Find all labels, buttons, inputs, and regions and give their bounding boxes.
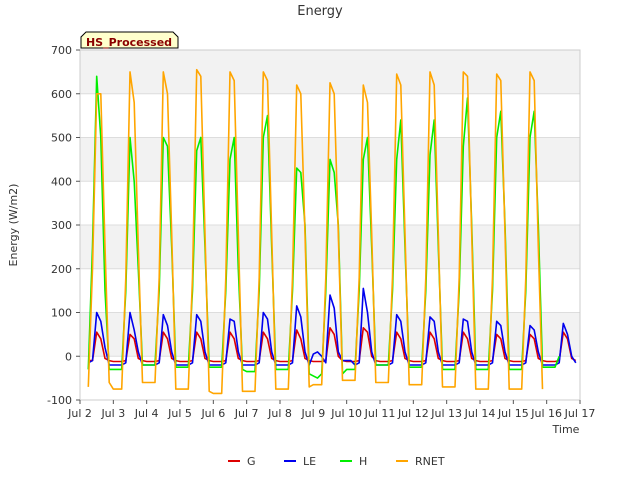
legend-label-rnet: RNET [415,455,445,468]
x-tick-label: Jul 10 [330,407,362,420]
x-tick-label: Jul 9 [300,407,325,420]
x-tick-label: Jul 8 [267,407,292,420]
x-tick-label: Jul 14 [464,407,496,420]
chart-title: Energy [297,4,343,19]
x-tick-label: Jul 15 [497,407,529,420]
legend-label-g: G [247,455,256,468]
x-tick-label: Jul 17 [564,407,596,420]
x-axis-ticks: Jul 2 Jul 3 Jul 4 Jul 5 Jul 6 Jul 7 Jul 8 Jul 9… [67,400,595,420]
x-tick-label: Jul 4 [134,407,159,420]
y-tick-label: 200 [51,263,72,276]
x-tick-label: Jul 2 [67,407,92,420]
legend: G LE H RNET [228,455,445,468]
x-axis-label: Time [552,423,580,436]
annotation-label: HS_Processed [86,36,172,49]
y-axis-ticks: -100 0 100 200 300 400 500 600 700 [47,44,80,407]
series-line-le [87,287,577,366]
processed-annotation: HS_Processed [80,31,179,49]
plot-band [80,356,580,400]
y-tick-label: -100 [47,394,72,407]
legend-label-h: H [359,455,367,468]
x-tick-label: Jul 6 [200,407,225,420]
y-tick-label: 0 [65,350,72,363]
x-tick-label: Jul 3 [100,407,125,420]
y-tick-label: 100 [51,307,72,320]
y-tick-label: 700 [51,44,72,57]
plot-band [80,225,580,269]
x-tick-label: Jul 13 [430,407,462,420]
legend-label-le: LE [303,455,316,468]
series-lines [87,68,577,395]
y-tick-label: 300 [51,219,72,232]
x-tick-label: Jul 16 [530,407,562,420]
y-tick-label: 400 [51,175,72,188]
x-tick-label: Jul 7 [234,407,259,420]
series-line-rnet [87,68,544,395]
y-axis-label: Energy (W/m2) [7,184,20,267]
y-tick-label: 600 [51,88,72,101]
y-tick-label: 500 [51,132,72,145]
x-tick-label: Jul 5 [167,407,192,420]
plot-band [80,181,580,225]
x-tick-label: Jul 12 [397,407,429,420]
x-tick-label: Jul 11 [364,407,396,420]
